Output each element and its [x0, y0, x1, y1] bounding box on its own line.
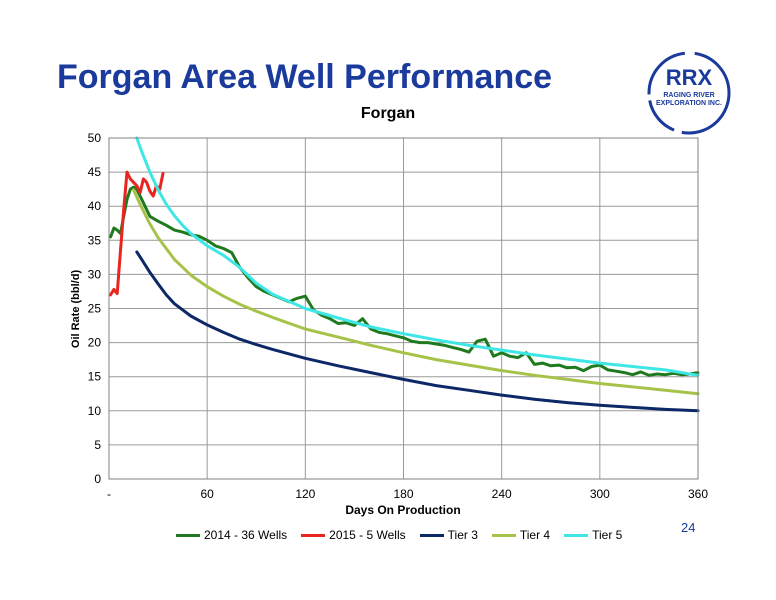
x-tick-label: 60 — [200, 487, 214, 501]
series-line-tier-4 — [132, 188, 700, 396]
grid-layer — [108, 137, 699, 480]
series-line-tier-5 — [135, 136, 700, 377]
series-line-2014-36-wells — [109, 185, 700, 377]
legend-label: 2014 - 36 Wells — [204, 528, 288, 542]
y-tick-label: 10 — [88, 404, 102, 418]
logo-text-rrx: RRX — [666, 65, 713, 90]
y-tick-label: 45 — [88, 165, 102, 179]
y-tick-label: 40 — [88, 199, 102, 213]
legend-label: Tier 3 — [447, 528, 478, 542]
x-axis-label: Days On Production — [345, 503, 460, 517]
y-axis-label: Oil Rate (bbl/d) — [70, 270, 82, 349]
legend-label: 2015 - 5 Wells — [329, 528, 406, 542]
series-layer — [109, 136, 700, 413]
legend-item-tier-5: Tier 5 — [564, 528, 622, 542]
plot-area-border — [108, 137, 699, 480]
legend-label: Tier 4 — [519, 528, 551, 542]
legend-swatch — [564, 533, 589, 537]
y-tick-label: 50 — [88, 131, 102, 145]
y-tick-label: 20 — [88, 336, 102, 350]
legend-swatch — [419, 533, 444, 537]
logo-text-line2: RAGING RIVER — [663, 92, 714, 99]
y-tick-label: 35 — [88, 233, 102, 247]
page-number: 24 — [681, 520, 696, 535]
x-tick-label: 360 — [688, 487, 708, 501]
chart-legend: 2014 - 36 Wells 2015 - 5 Wells Tier 3 Tier … — [176, 528, 622, 542]
legend-swatch — [176, 533, 200, 537]
y-tick-label: 0 — [94, 472, 101, 486]
y-tick-label: 5 — [94, 438, 101, 452]
legend-item-2015-5-wells: 2015 - 5 Wells — [301, 528, 406, 542]
legend-swatch — [301, 533, 326, 537]
x-tick-label: 180 — [393, 487, 413, 501]
legend-item-tier-4: Tier 4 — [491, 528, 551, 542]
x-tick-label: - — [107, 487, 111, 501]
rrx-logo: RRX RAGING RIVER EXPLORATION INC. — [647, 51, 731, 135]
chart-title: Forgan — [360, 105, 416, 122]
slide-title: Forgan Area Well Performance — [57, 58, 553, 96]
x-tick-label: 300 — [590, 487, 610, 501]
series-line-2015-5-wells — [109, 170, 165, 297]
legend-swatch — [491, 533, 516, 537]
axis-layer: 0 5 10 15 20 25 30 35 40 45 50 - 60 120 180 240 300 360 — [88, 131, 709, 501]
y-tick-label: 15 — [88, 370, 102, 384]
legend-label: Tier 5 — [592, 528, 623, 542]
series-line-tier-3 — [135, 250, 700, 413]
legend-item-tier-3: Tier 3 — [419, 528, 478, 542]
x-tick-label: 120 — [295, 487, 315, 501]
legend-item-2014-36-wells: 2014 - 36 Wells — [176, 528, 287, 542]
x-tick-label: 240 — [492, 487, 512, 501]
y-tick-label: 30 — [88, 267, 102, 281]
logo-text-line3: EXPLORATION INC. — [656, 100, 722, 107]
y-tick-label: 25 — [88, 302, 102, 316]
